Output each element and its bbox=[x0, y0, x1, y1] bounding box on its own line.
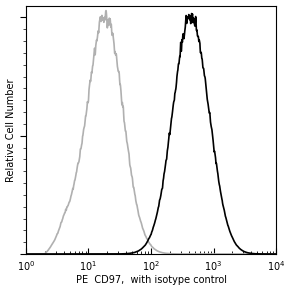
Y-axis label: Relative Cell Number: Relative Cell Number bbox=[6, 78, 15, 182]
X-axis label: PE  CD97,  with isotype control: PE CD97, with isotype control bbox=[76, 276, 226, 285]
